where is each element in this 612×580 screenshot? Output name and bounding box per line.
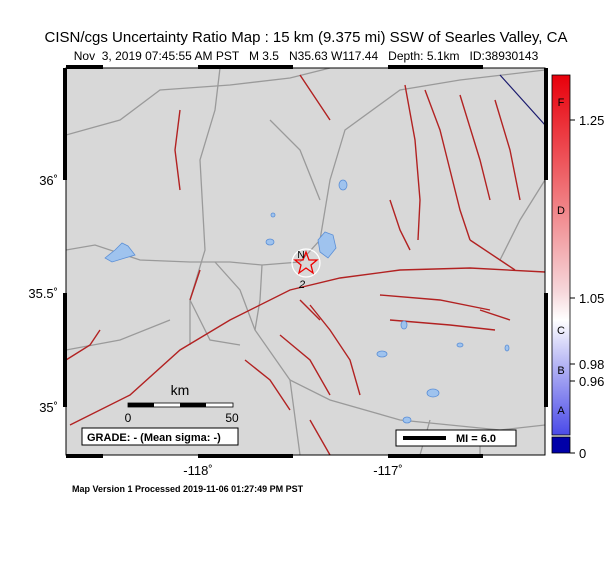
scale-bar-segment [180, 403, 206, 407]
frame-bar [63, 68, 67, 180]
scale-tick: 50 [225, 411, 239, 425]
lat-label: 36˚ [39, 173, 58, 188]
faults [66, 74, 545, 455]
epicenter-star [293, 250, 319, 275]
colorbar-tick-label: 0 [579, 446, 586, 461]
map-background [66, 68, 545, 455]
footer: Map Version 1 Processed 2019-11-06 01:27… [72, 484, 304, 494]
station-code: N [297, 250, 304, 261]
frame-bar [388, 65, 483, 69]
colorbar-tick-label: 0.96 [579, 374, 604, 389]
lon-label: -118˚ [183, 463, 212, 478]
legend-text: MI = 6.0 [456, 433, 496, 445]
scale-bar-segment [128, 403, 154, 407]
frame-bar [544, 293, 548, 407]
station-label: 2 [298, 279, 305, 291]
colorbar: F D C B A 1.25 1.05 0.98 0.96 0 [551, 74, 604, 461]
colorbar-below [551, 436, 571, 454]
frame-bar [63, 293, 67, 407]
lat-label: 35.5˚ [28, 286, 58, 301]
frame-bar [66, 454, 103, 458]
colorbar-letter: B [557, 365, 564, 377]
legend-box [395, 429, 517, 447]
scale-tick: 0 [125, 411, 132, 425]
frame-bar [544, 68, 548, 180]
colorbar-letter: D [557, 205, 565, 217]
colorbar-tick-label: 1.25 [579, 113, 604, 128]
colorbar-tick-label: 0.98 [579, 357, 604, 372]
frame-bar [198, 454, 293, 458]
subtitle: Nov 3, 2019 07:45:55 AM PST M 3.5 N35.63… [74, 49, 539, 63]
scale-unit: km [171, 382, 190, 398]
boundary-line [499, 74, 545, 126]
lon-label: -117˚ [373, 463, 402, 478]
colorbar-gradient [551, 74, 571, 436]
map-frame [65, 67, 546, 456]
frame-bar [198, 65, 293, 69]
frame-bars [63, 65, 548, 458]
station-circle [291, 248, 321, 278]
colorbar-tick-label: 1.05 [579, 291, 604, 306]
frame-bar [66, 65, 103, 69]
map-area: N 2 km 0 50 GRADE: - (Mean sigma: -) MI … [66, 68, 545, 455]
colorbar-letter: C [557, 325, 565, 337]
grade-box [81, 427, 239, 446]
scale-bar: km 0 50 [125, 382, 239, 425]
colorbar-letter: F [558, 97, 565, 109]
frame-bar [388, 454, 483, 458]
lat-label: 35˚ [39, 400, 58, 415]
colorbar-letter: A [557, 405, 565, 417]
grade-text: GRADE: - (Mean sigma: -) [87, 432, 221, 444]
title: CISN/cgs Uncertainty Ratio Map : 15 km (… [45, 29, 568, 46]
lakes [104, 179, 510, 424]
